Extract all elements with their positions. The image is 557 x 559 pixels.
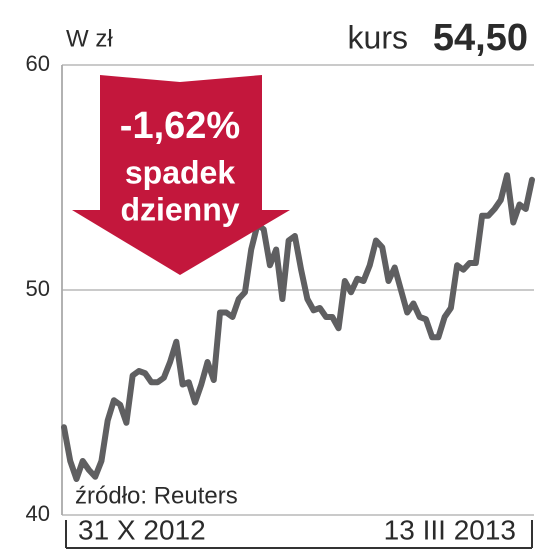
x-tick-label: 31 X 2012 <box>78 514 206 545</box>
price-label: kurs <box>348 19 408 55</box>
plot: 40 50 60 31 X 2012 13 III 2013 <box>26 51 535 545</box>
price-value: 54,50 <box>433 17 528 59</box>
price-line <box>61 172 535 482</box>
source: źródło: Reuters <box>75 482 238 509</box>
change-word1: spadek <box>125 154 235 190</box>
y-tick-label: 60 <box>26 51 50 76</box>
arrow-shape <box>72 75 290 275</box>
x-tick-label: 13 III 2013 <box>384 514 516 545</box>
y-tick-label: 50 <box>26 276 50 301</box>
change-value: -1,62% <box>120 105 240 147</box>
y-tick-label: 40 <box>26 501 50 526</box>
change-arrow: -1,62% spadek dzienny <box>72 75 290 275</box>
unit-label: W zł <box>66 25 113 52</box>
change-word2: dzienny <box>120 191 239 227</box>
